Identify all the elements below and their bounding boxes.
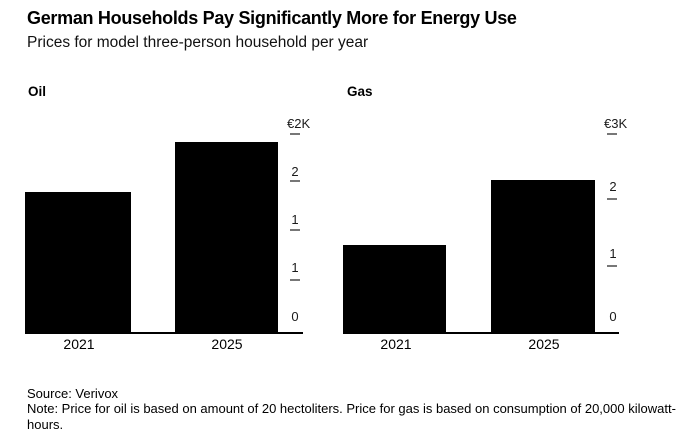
gas-y-tick-label: 1 [609, 246, 617, 261]
gas-y-tick-label-3k: €3K [604, 116, 628, 131]
oil-y-tick-dash [290, 133, 300, 135]
oil-y-tick-label-zero: 0 [291, 309, 299, 324]
oil-panel-title: Oil [28, 84, 47, 99]
oil-y-tick-label-2k: €2K [287, 116, 311, 131]
gas-y-tick-dash [607, 198, 617, 200]
oil-bar-2021 [25, 192, 131, 333]
gas-y-tick-label-zero: 0 [609, 309, 617, 324]
oil-y-tick-dash [290, 229, 300, 231]
oil-x-axis-line [25, 332, 303, 334]
note-line: Note: Price for oil is based on amount o… [27, 401, 676, 432]
gas-bar-2021 [343, 245, 446, 333]
gas-x-axis-line [343, 332, 619, 334]
chart-subtitle: Prices for model three-person household … [27, 34, 369, 51]
oil-y-tick-label: 1 [291, 260, 299, 275]
chart-title: German Households Pay Significantly More… [27, 8, 517, 28]
oil-y-tick-label: 2 [291, 164, 299, 179]
gas-y-tick-dash [607, 133, 617, 135]
oil-y-tick-dash [290, 279, 300, 281]
gas-y-tick-label: 2 [609, 179, 617, 194]
oil-y-tick-dash [290, 180, 300, 182]
oil-x-label-2021: 2021 [63, 336, 95, 352]
gas-x-label-2025: 2025 [528, 336, 560, 352]
source-line: Source: Verivox [27, 386, 119, 401]
gas-panel-title: Gas [347, 84, 373, 99]
gas-y-tick-dash [607, 265, 617, 267]
oil-bar-2025 [175, 142, 278, 333]
gas-x-label-2021: 2021 [380, 336, 412, 352]
gas-bar-2025 [491, 180, 595, 333]
oil-y-tick-label: 1 [291, 212, 299, 227]
oil-x-label-2025: 2025 [211, 336, 243, 352]
